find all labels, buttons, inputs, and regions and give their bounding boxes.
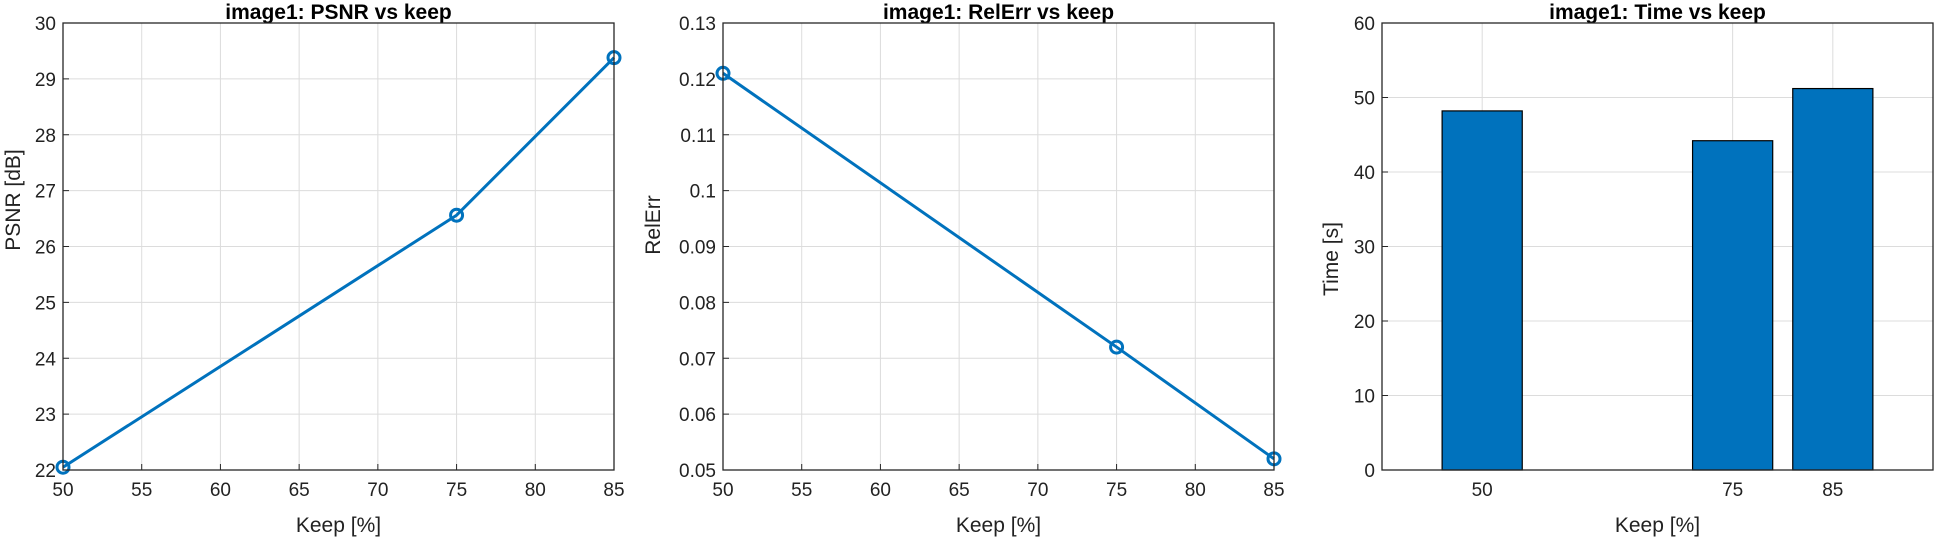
psnr-x-axis-label: Keep [%]	[296, 514, 381, 537]
bar	[1441, 110, 1523, 471]
y-tick-label: 0.05	[679, 461, 716, 482]
y-tick-label: 0.07	[679, 349, 716, 370]
x-tick-label: 55	[791, 480, 812, 501]
axes-box	[722, 22, 1275, 471]
bar	[1691, 140, 1774, 471]
y-tick-label: 24	[35, 349, 57, 370]
y-tick-label: 25	[35, 293, 56, 314]
relerr-chart: image1: RelErr vs keep Keep [%] RelErr 5…	[642, 1, 1285, 537]
relerr-plot-area: 50 55 60 65 70 75 80 85 0.05 0.06 0.07 0.08 0.09 0.1 0…	[679, 14, 1285, 501]
x-tick-label: 85	[603, 480, 624, 501]
x-tick-label: 75	[1722, 480, 1743, 501]
y-tick-label: 28	[35, 126, 56, 147]
y-tick-label: 22	[35, 461, 56, 482]
y-tick-label: 26	[35, 238, 56, 259]
y-tick-label: 0	[1364, 461, 1375, 482]
x-tick-label: 75	[446, 480, 467, 501]
bar	[1792, 87, 1874, 471]
psnr-plot-area: 50 55 60 65 70 75 80 85 22 23 24 25 26 27 28 29 30	[35, 14, 625, 501]
data-point-marker	[1109, 339, 1125, 355]
y-tick-label: 0.06	[679, 405, 716, 426]
x-tick-label: 55	[131, 480, 152, 501]
data-point-marker	[449, 207, 465, 223]
x-tick-label: 50	[52, 480, 73, 501]
relerr-chart-title: image1: RelErr vs keep	[883, 1, 1114, 24]
y-tick-label: 0.12	[679, 70, 716, 91]
series-line	[722, 72, 1275, 461]
y-tick-label: 20	[1354, 312, 1375, 333]
axes-box	[62, 22, 615, 471]
series-line	[62, 56, 616, 469]
y-tick-label: 0.13	[679, 14, 716, 35]
y-tick-label: 0.11	[680, 126, 716, 147]
time-x-axis-label: Keep [%]	[1615, 514, 1700, 537]
y-tick-label: 0.1	[690, 182, 716, 203]
y-tick-label: 40	[1354, 163, 1375, 184]
relerr-x-axis-label: Keep [%]	[956, 514, 1041, 537]
y-tick-label: 50	[1354, 89, 1375, 110]
time-chart-title: image1: Time vs keep	[1549, 1, 1766, 24]
x-tick-label: 80	[1185, 480, 1206, 501]
x-tick-label: 65	[289, 480, 310, 501]
y-tick-label: 60	[1354, 14, 1375, 35]
time-plot-area: 50 75 85 0 10 20 30 40 50 60	[1354, 14, 1934, 501]
x-tick-label: 65	[949, 480, 970, 501]
y-tick-label: 30	[35, 14, 56, 35]
x-tick-label: 60	[870, 480, 891, 501]
y-tick-label: 29	[35, 70, 56, 91]
y-tick-label: 0.08	[679, 293, 716, 314]
time-y-axis-label: Time [s]	[1320, 222, 1343, 296]
y-tick-label: 27	[35, 182, 56, 203]
x-tick-label: 75	[1106, 480, 1127, 501]
axes-box	[1381, 22, 1934, 471]
time-chart: image1: Time vs keep Keep [%] Time [s] 5…	[1320, 1, 1934, 537]
x-tick-label: 80	[525, 480, 546, 501]
relerr-y-axis-label: RelErr	[642, 195, 665, 255]
y-tick-label: 10	[1354, 387, 1375, 408]
x-tick-label: 60	[210, 480, 231, 501]
y-tick-label: 23	[35, 405, 56, 426]
x-tick-label: 85	[1822, 480, 1843, 501]
x-tick-label: 50	[712, 480, 733, 501]
y-tick-label: 30	[1354, 238, 1375, 259]
x-tick-label: 50	[1472, 480, 1493, 501]
x-tick-label: 85	[1263, 480, 1284, 501]
psnr-y-axis-label: PSNR [dB]	[2, 149, 25, 251]
x-tick-label: 70	[367, 480, 388, 501]
psnr-chart-title: image1: PSNR vs keep	[225, 1, 451, 24]
x-tick-label: 70	[1027, 480, 1048, 501]
y-tick-label: 0.09	[679, 238, 716, 259]
psnr-chart: image1: PSNR vs keep Keep [%] PSNR [dB] …	[2, 1, 625, 537]
